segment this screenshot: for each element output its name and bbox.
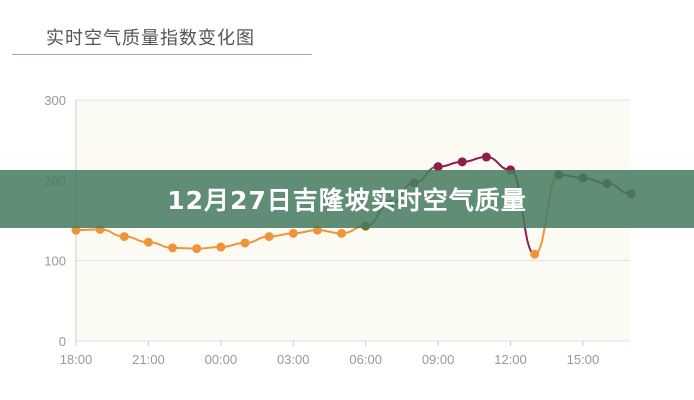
x-tick-label: 06:00 bbox=[349, 352, 382, 367]
data-point bbox=[119, 232, 129, 242]
x-tick-label: 21:00 bbox=[132, 352, 165, 367]
x-tick-label: 12:00 bbox=[494, 352, 527, 367]
data-point bbox=[264, 232, 274, 242]
data-point bbox=[530, 249, 540, 259]
data-point bbox=[337, 228, 347, 238]
data-point bbox=[457, 157, 467, 167]
data-point bbox=[192, 244, 202, 254]
data-point bbox=[240, 238, 250, 248]
x-tick-label: 00:00 bbox=[205, 352, 238, 367]
data-point bbox=[216, 242, 226, 252]
data-point bbox=[433, 162, 443, 172]
x-tick-label: 18:00 bbox=[60, 352, 93, 367]
data-point bbox=[288, 228, 298, 238]
x-tick-label: 03:00 bbox=[277, 352, 310, 367]
y-tick-label: 100 bbox=[44, 254, 66, 269]
x-tick-label: 09:00 bbox=[422, 352, 455, 367]
y-tick-label: 300 bbox=[44, 93, 66, 108]
title-underline bbox=[12, 54, 312, 55]
data-point bbox=[168, 243, 178, 253]
headline-text: 12月27日吉隆坡实时空气质量 bbox=[167, 186, 527, 215]
headline-banner: 12月27日吉隆坡实时空气质量 bbox=[0, 170, 694, 228]
chart-title: 实时空气质量指数变化图 bbox=[46, 28, 255, 49]
data-point bbox=[481, 152, 491, 162]
x-tick-label: 15:00 bbox=[567, 352, 600, 367]
y-tick-label: 0 bbox=[59, 334, 66, 349]
data-point bbox=[143, 237, 153, 247]
